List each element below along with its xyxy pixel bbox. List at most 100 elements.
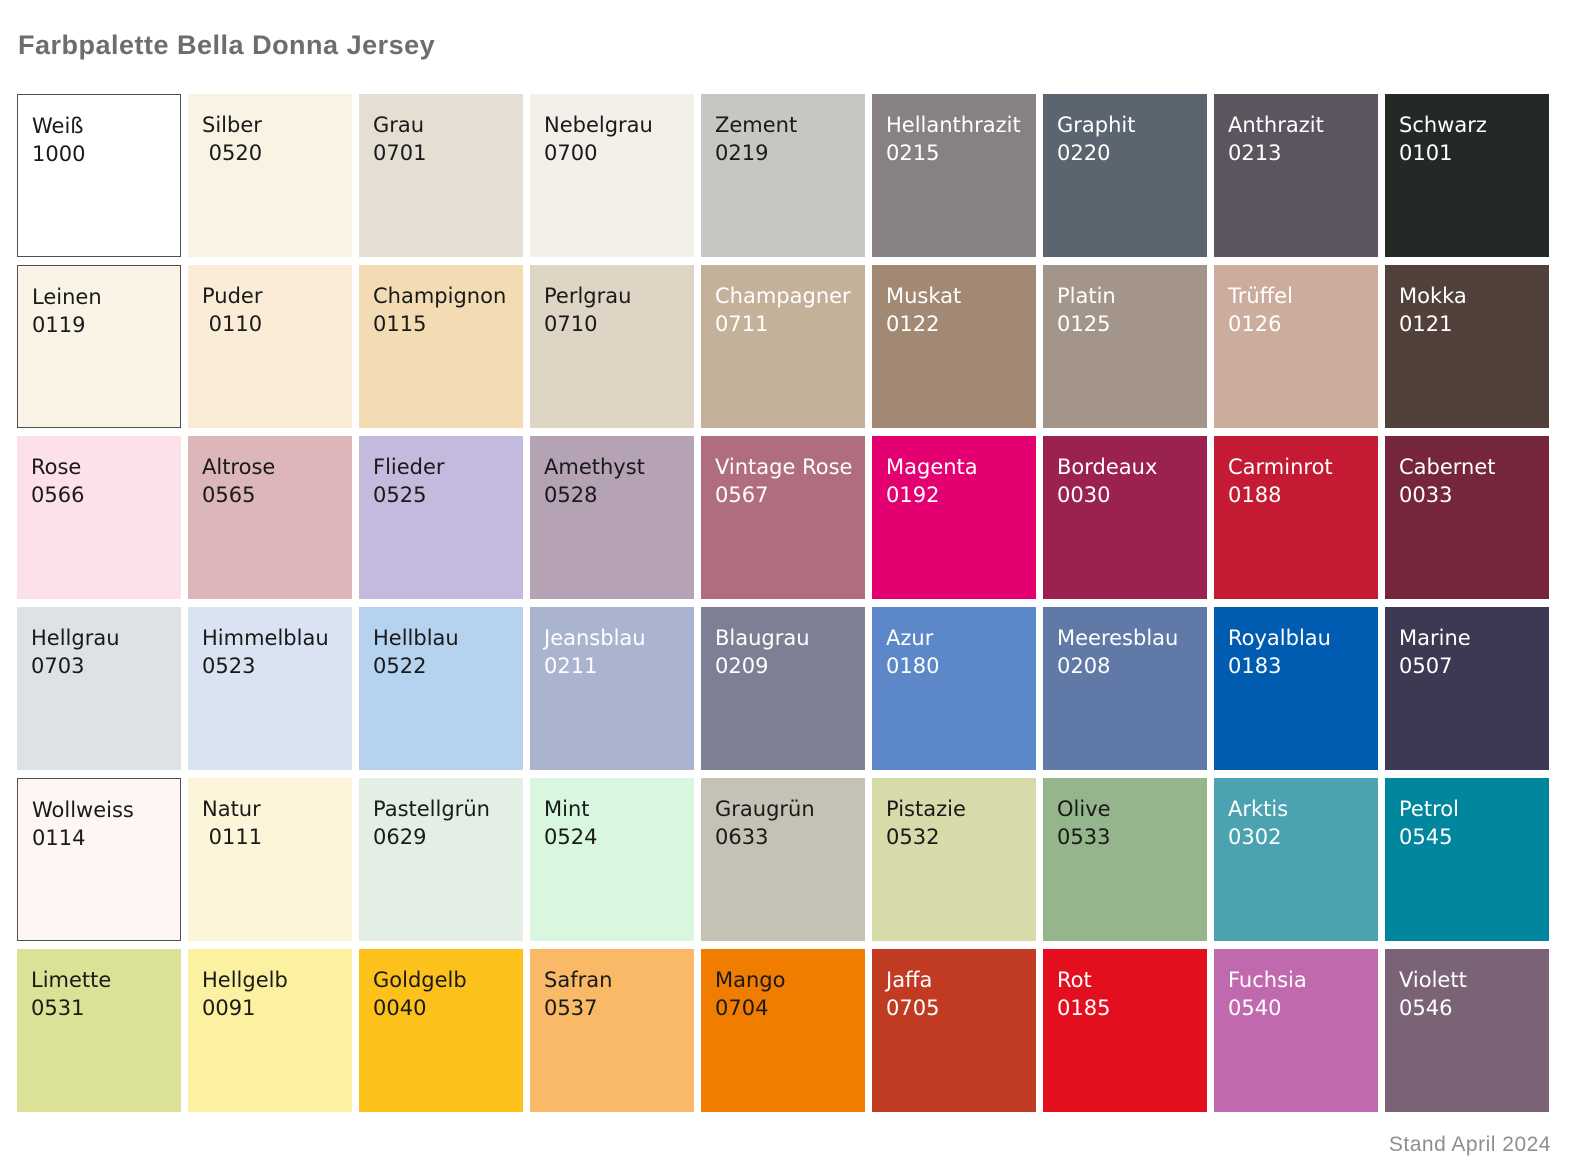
color-name: Jaffa [886,968,933,992]
color-swatch-0546: Violett 0546 [1385,949,1549,1112]
color-code: 0101 [1399,141,1453,165]
color-code: 0545 [1399,825,1453,849]
color-swatch-0030: Bordeaux 0030 [1043,436,1207,599]
color-swatch-0215: Hellanthrazit 0215 [872,94,1036,257]
color-swatch-0208: Meeresblau 0208 [1043,607,1207,770]
color-name: Fuchsia [1228,968,1307,992]
color-name: Hellblau [373,626,459,650]
color-swatch-0119: Leinen 0119 [17,265,181,428]
color-code: 0220 [1057,141,1111,165]
color-swatch-0540: Fuchsia 0540 [1214,949,1378,1112]
color-code: 0213 [1228,141,1282,165]
color-name: Silber [202,113,262,137]
color-name: Anthrazit [1228,113,1324,137]
color-code: 0302 [1228,825,1282,849]
color-name: Muskat [886,284,962,308]
color-swatch-0033: Cabernet 0033 [1385,436,1549,599]
color-code: 0125 [1057,312,1111,336]
color-swatch-0507: Marine 0507 [1385,607,1549,770]
color-code: 0183 [1228,654,1282,678]
color-name: Puder [202,284,263,308]
color-swatch-0528: Amethyst 0528 [530,436,694,599]
color-name: Magenta [886,455,978,479]
color-name: Pastellgrün [373,797,490,821]
color-swatch-0629: Pastellgrün 0629 [359,778,523,941]
color-code: 0114 [32,826,86,850]
color-swatch-0705: Jaffa 0705 [872,949,1036,1112]
color-code: 0537 [544,996,598,1020]
color-swatch-0522: Hellblau 0522 [359,607,523,770]
color-name: Arktis [1228,797,1289,821]
color-name: Marine [1399,626,1471,650]
color-code: 0546 [1399,996,1453,1020]
color-swatch-0211: Jeansblau 0211 [530,607,694,770]
color-swatch-0209: Blaugrau 0209 [701,607,865,770]
color-name: Petrol [1399,797,1459,821]
color-swatch-0701: Grau 0701 [359,94,523,257]
color-swatch-0711: Champagner 0711 [701,265,865,428]
color-swatch-0531: Limette 0531 [17,949,181,1112]
color-name: Carminrot [1228,455,1333,479]
color-swatch-1000: Weiß 1000 [17,94,181,257]
color-swatch-0537: Safran 0537 [530,949,694,1112]
color-name: Goldgelb [373,968,467,992]
color-code: 0192 [886,483,940,507]
color-name: Graphit [1057,113,1136,137]
color-name: Weiß [32,114,84,138]
color-code: 0531 [31,996,85,1020]
color-name: Nebelgrau [544,113,653,137]
color-swatch-0220: Graphit 0220 [1043,94,1207,257]
color-code: 0629 [373,825,427,849]
color-swatch-0101: Schwarz 0101 [1385,94,1549,257]
color-name: Grau [373,113,425,137]
color-code: 0703 [31,654,85,678]
color-swatch-0125: Platin 0125 [1043,265,1207,428]
color-swatch-0524: Mint 0524 [530,778,694,941]
color-name: Wollweiss [32,798,134,822]
color-code: 0219 [715,141,769,165]
color-name: Olive [1057,797,1111,821]
color-swatch-grid: Weiß 1000 Silber 0520 Grau 0701 Nebelgrau 0700… [17,94,1553,1112]
color-code: 0701 [373,141,427,165]
color-swatch-0185: Rot 0185 [1043,949,1207,1112]
color-swatch-0192: Magenta 0192 [872,436,1036,599]
color-code: 0180 [886,654,940,678]
color-code: 0111 [202,825,263,849]
color-name: Hellgrau [31,626,120,650]
color-code: 0091 [202,996,256,1020]
color-code: 0209 [715,654,769,678]
color-swatch-0121: Mokka 0121 [1385,265,1549,428]
color-code: 0565 [202,483,256,507]
color-code: 0540 [1228,996,1282,1020]
color-code: 0533 [1057,825,1111,849]
color-name: Zement [715,113,798,137]
color-code: 0633 [715,825,769,849]
color-code: 0700 [544,141,598,165]
color-name: Vintage Rose [715,455,853,479]
color-swatch-0520: Silber 0520 [188,94,352,257]
color-name: Champignon [373,284,507,308]
color-code: 0115 [373,312,427,336]
color-swatch-0188: Carminrot 0188 [1214,436,1378,599]
color-swatch-0219: Zement 0219 [701,94,865,257]
color-name: Hellgelb [202,968,288,992]
color-name: Leinen [32,285,102,309]
color-code: 0188 [1228,483,1282,507]
color-code: 0566 [31,483,85,507]
color-swatch-0566: Rose 0566 [17,436,181,599]
color-name: Violett [1399,968,1467,992]
color-name: Rot [1057,968,1092,992]
color-code: 0525 [373,483,427,507]
color-code: 0711 [715,312,769,336]
color-swatch-0213: Anthrazit 0213 [1214,94,1378,257]
color-name: Flieder [373,455,445,479]
color-name: Mokka [1399,284,1467,308]
color-code: 0215 [886,141,940,165]
color-name: Bordeaux [1057,455,1158,479]
color-code: 0033 [1399,483,1453,507]
color-swatch-0525: Flieder 0525 [359,436,523,599]
color-swatch-0633: Graugrün 0633 [701,778,865,941]
color-code: 0185 [1057,996,1111,1020]
color-name: Meeresblau [1057,626,1179,650]
color-name: Platin [1057,284,1116,308]
